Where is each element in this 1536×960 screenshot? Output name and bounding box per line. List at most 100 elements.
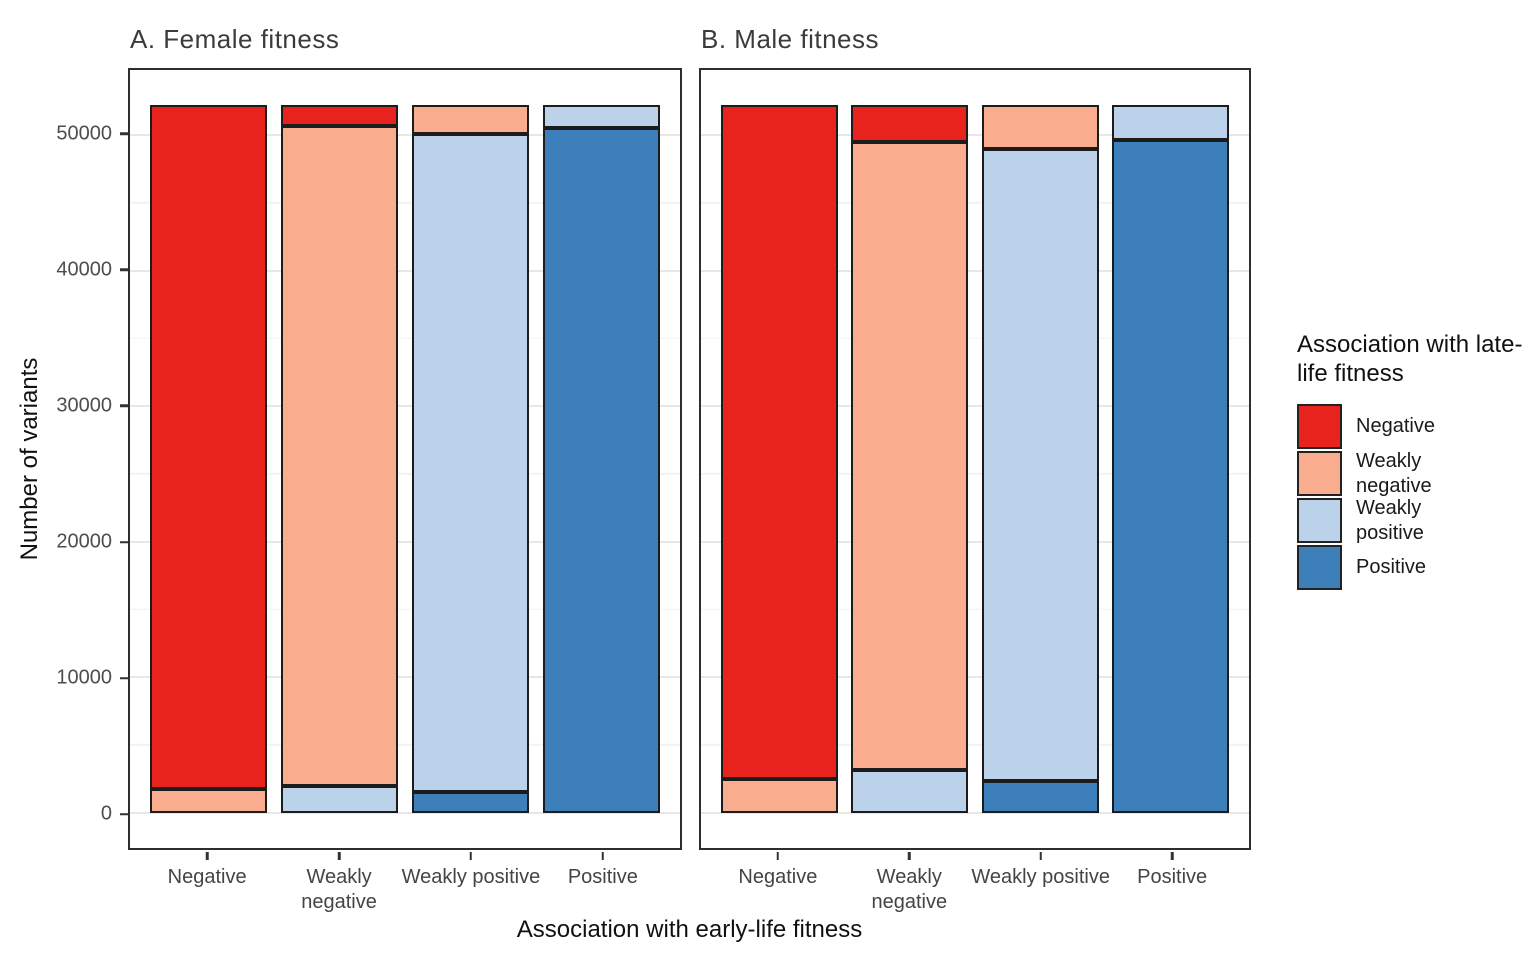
legend-row: Weakly positive (1297, 496, 1536, 544)
bar-segment (411, 133, 530, 793)
bar-weakly-positive (981, 70, 1099, 848)
legend-entry-label: Positive (1356, 556, 1427, 578)
gridline-major (130, 134, 680, 137)
x-tick-mark (1039, 852, 1042, 860)
x-tick-label: Positive (567, 866, 638, 888)
bar-segment (851, 770, 969, 813)
bar-segment (720, 778, 838, 813)
x-tick-label: Weakly positive (401, 866, 541, 888)
gridline-minor (701, 473, 1249, 475)
gridline-minor (130, 608, 680, 611)
bar-segment (981, 148, 1099, 781)
legend-key-swatch (1297, 451, 1342, 496)
gridline-major (130, 811, 680, 814)
bar-segment (411, 792, 530, 813)
bar-segment (149, 788, 268, 813)
bar-positive (1112, 70, 1230, 848)
y-tick-label: 40000 (56, 258, 112, 281)
gridline-major (701, 811, 1249, 814)
gridline-minor (130, 744, 680, 746)
bar-weakly-negative (280, 70, 399, 848)
bar-segment (981, 780, 1099, 813)
legend-key-swatch (1297, 545, 1342, 590)
bar-segment (280, 785, 399, 813)
legend-row: Positive (1297, 545, 1536, 590)
legend-title: Association with late-life fitness (1297, 331, 1523, 387)
y-tick-mark (120, 677, 128, 680)
bar-segment (851, 104, 969, 142)
x-tick-label: Weakly positive (971, 866, 1110, 888)
panel-male-fitness (699, 68, 1251, 850)
y-tick-mark (120, 132, 128, 135)
gridline-major (701, 540, 1249, 543)
legend-rows: Negative Weakly negative Weakly positive Po… (1297, 404, 1536, 590)
bar-segment (280, 104, 399, 127)
y-axis: 0 10000 20000 30000 40000 50000 (0, 68, 128, 850)
gridline-major (701, 676, 1249, 679)
legend-row: Weakly negative (1297, 449, 1536, 497)
gridline-major (130, 269, 680, 272)
bar-weakly-positive (411, 70, 530, 848)
legend-entry-label: Weakly positive (1356, 496, 1424, 544)
y-tick-label: 20000 (56, 530, 112, 553)
x-tick-label: Weakly negative (301, 866, 377, 913)
x-tick-mark (601, 852, 605, 860)
gridline-minor (130, 337, 680, 340)
gridline-minor (701, 608, 1249, 611)
gridline-minor (701, 744, 1249, 746)
bar-segment (981, 104, 1099, 149)
gridline-major (130, 676, 680, 679)
x-tick-mark (1170, 852, 1174, 860)
y-tick-mark (120, 813, 128, 816)
bar-segment (411, 104, 530, 134)
bar-negative (149, 70, 268, 848)
bar-segment (720, 104, 838, 779)
legend-entry-label: Weakly negative (1356, 449, 1432, 497)
x-tick-label: Weakly negative (871, 866, 948, 913)
bar-segment (542, 104, 661, 128)
y-tick-label: 50000 (56, 122, 112, 145)
x-tick-label: Negative (167, 866, 247, 888)
legend-key-swatch (1297, 404, 1342, 449)
gridline-major (130, 540, 680, 543)
bar-positive (542, 70, 661, 848)
x-tick-mark (776, 852, 780, 860)
gridline-minor (701, 202, 1249, 204)
gridline-major (701, 134, 1249, 137)
bar-segment (280, 126, 399, 786)
x-axis-female: Negative Weakly negative Weakly positive Po… (128, 852, 682, 922)
x-tick-mark (205, 852, 209, 860)
x-tick-mark (337, 852, 341, 860)
bar-segment (1112, 140, 1230, 813)
bar-segment (149, 104, 268, 789)
x-tick-mark (908, 852, 911, 860)
legend: Association with late-life fitness Negat… (1297, 330, 1536, 590)
x-tick-mark (469, 852, 473, 860)
y-tick-mark (120, 540, 128, 544)
legend-key-swatch (1297, 498, 1342, 543)
x-axis-male: Negative Weakly negative Weakly positive Po… (699, 852, 1251, 922)
gridline-minor (701, 337, 1249, 340)
y-tick-label: 0 (100, 802, 112, 825)
gridline-major (701, 269, 1249, 272)
bar-segment (1112, 104, 1230, 141)
x-axis-title: Association with early-life fitness (516, 916, 863, 943)
legend-row: Negative (1297, 404, 1536, 449)
y-tick-mark (120, 404, 128, 408)
bar-weakly-negative (851, 70, 969, 848)
panel-title-female: A. Female fitness (130, 24, 340, 54)
bar-segment (851, 141, 969, 771)
gridline-major (130, 405, 680, 408)
gridline-major (701, 405, 1249, 408)
panel-female-fitness (128, 68, 682, 850)
y-tick-mark (120, 268, 128, 271)
gridline-minor (130, 473, 680, 475)
legend-entry-label: Negative (1356, 415, 1435, 437)
y-tick-label: 10000 (56, 666, 112, 689)
bar-negative (720, 70, 838, 848)
y-tick-label: 30000 (56, 394, 112, 417)
x-tick-label: Negative (738, 866, 818, 888)
panel-title-male: B. Male fitness (701, 24, 880, 54)
x-tick-label: Positive (1137, 866, 1208, 888)
